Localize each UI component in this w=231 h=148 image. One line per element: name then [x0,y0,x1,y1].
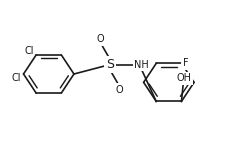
Text: OH: OH [176,73,191,83]
Text: O: O [96,34,104,44]
Text: Cl: Cl [24,46,33,56]
Text: Cl: Cl [12,73,21,83]
Text: S: S [106,58,113,71]
Text: F: F [182,58,188,68]
Text: NH: NH [134,60,148,70]
Text: O: O [115,85,123,95]
